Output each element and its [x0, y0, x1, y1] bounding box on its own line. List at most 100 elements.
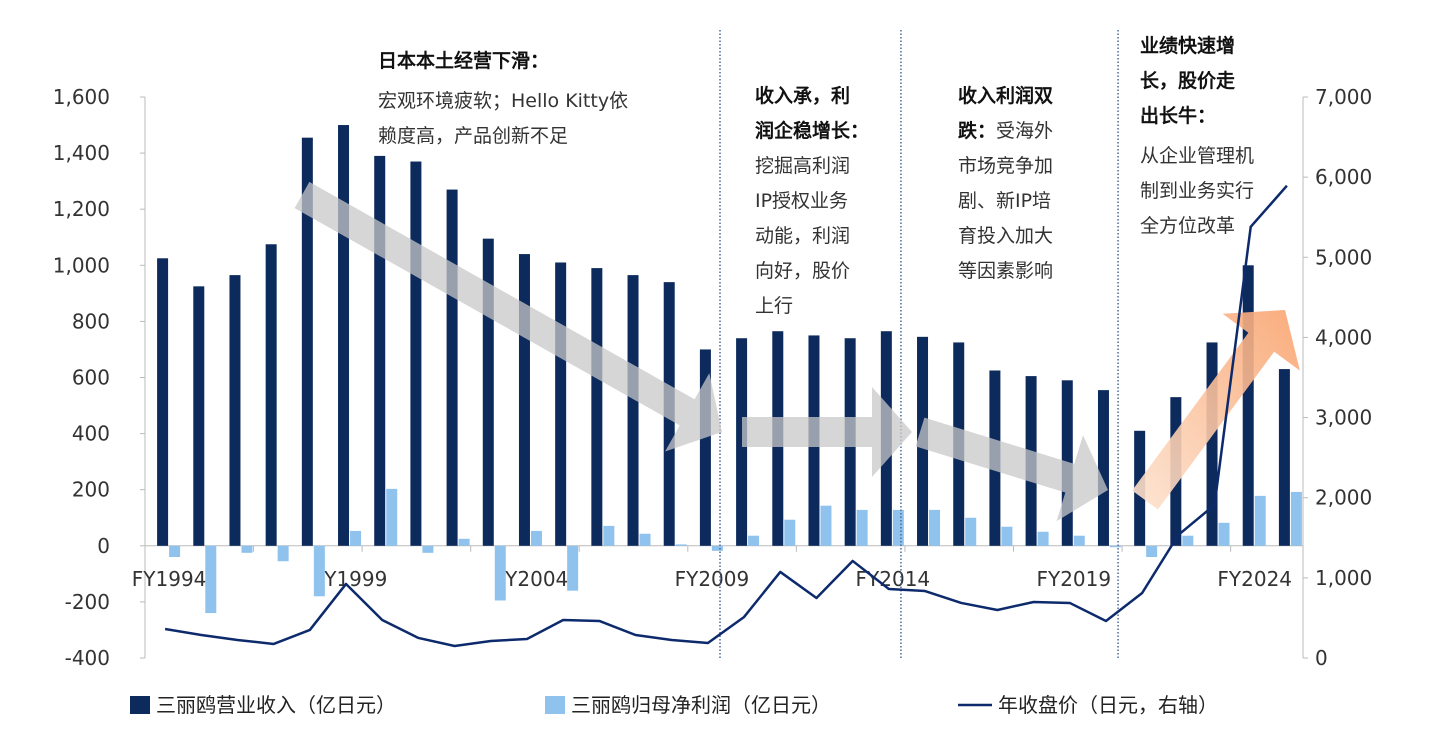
net-profit-bar — [1073, 535, 1085, 546]
price-line — [164, 184, 1288, 648]
annotation-text: 挖掘高利润 — [755, 155, 850, 177]
revenue-bar — [699, 349, 711, 546]
net-profit-bar — [530, 530, 542, 546]
revenue-bar — [1097, 390, 1109, 546]
net-profit-bar — [1290, 491, 1302, 546]
annotation-text: 长，股价走 — [1140, 70, 1235, 92]
revenue-bar — [482, 238, 494, 546]
net-profit-bar — [965, 517, 977, 546]
left-tick-label: 1,400 — [53, 141, 110, 165]
revenue-bar — [1242, 265, 1254, 546]
revenue-bar — [157, 258, 169, 546]
net-profit-bar — [929, 509, 941, 546]
net-profit-bar — [711, 545, 723, 551]
revenue-bar — [410, 161, 422, 546]
net-profit-bar — [1146, 545, 1158, 558]
annotation-text: 向好，股价 — [755, 260, 850, 282]
left-tick-label: -400 — [65, 646, 110, 670]
right-tick-label: 4,000 — [1315, 325, 1372, 349]
revenue-bar — [591, 268, 603, 546]
net-profit-bar — [748, 535, 760, 546]
revenue-bar — [518, 254, 530, 546]
net-profit-bar — [241, 545, 253, 553]
revenue-bar — [1206, 342, 1218, 546]
left-tick-label: -200 — [65, 590, 110, 614]
x-tick-label: FY1994 — [132, 567, 207, 591]
right-tick-label: 2,000 — [1315, 486, 1372, 510]
annotation-text: 收入利润双 — [958, 84, 1053, 107]
net-profit-bar — [567, 545, 579, 591]
annotation-text: 业绩快速增 — [1140, 34, 1235, 57]
revenue-bar — [338, 125, 350, 546]
revenue-bar — [193, 286, 205, 546]
left-tick-label: 1,200 — [53, 197, 110, 221]
legend-label-price: 年收盘价（日元，右轴） — [998, 693, 1218, 717]
x-tick-label: FY2019 — [1036, 567, 1111, 591]
revenue-bar — [1278, 369, 1290, 546]
legend-swatch-net-profit — [545, 696, 565, 714]
x-tick-label: FY2024 — [1217, 567, 1292, 591]
x-tick-label: FY2004 — [494, 567, 569, 591]
right-tick-label: 1,000 — [1315, 566, 1372, 590]
annotation-text: 宏观环境疲软；Hello Kitty依 — [378, 90, 628, 112]
revenue-bar — [627, 275, 639, 546]
annotation-text: 受海外 — [996, 120, 1053, 142]
left-tick-label: 600 — [72, 366, 110, 390]
right-tick-label: 3,000 — [1315, 406, 1372, 430]
annotation-text: 等因素影响 — [958, 260, 1053, 282]
annotation-text: IP授权业务 — [755, 190, 848, 212]
left-tick-label: 200 — [72, 478, 110, 502]
net-profit-bar — [892, 509, 904, 546]
right-tick-label: 6,000 — [1315, 165, 1372, 189]
annotation-text: 上行 — [755, 295, 793, 317]
net-profit-bar — [458, 538, 470, 546]
right-tick-label: 0 — [1315, 646, 1328, 670]
annotation-text: 赖度高，产品创新不足 — [378, 125, 568, 147]
annotation-text: 动能，利润 — [755, 225, 850, 247]
net-profit-bar — [1109, 545, 1121, 548]
growth-trend-arrow — [1132, 310, 1300, 510]
revenue-bar — [736, 338, 748, 546]
decline-trend-arrow — [294, 181, 722, 452]
x-tick-label: FY2014 — [856, 567, 931, 591]
annotation-text: 出长牛： — [1140, 104, 1216, 127]
annotation-text: 收入承，利 — [755, 84, 850, 107]
decline-trend-arrow-2 — [915, 417, 1108, 522]
annotation-text: 育投入加大 — [958, 225, 1053, 247]
net-profit-bar — [1001, 526, 1013, 546]
revenue-bar — [446, 189, 458, 546]
revenue-bar — [265, 244, 277, 546]
net-profit-bar — [675, 544, 687, 546]
left-tick-label: 400 — [72, 422, 110, 446]
net-profit-bar — [1182, 535, 1194, 546]
revenue-bar — [374, 155, 386, 546]
annotation-text: 全方位改革 — [1140, 215, 1235, 237]
legend-label-revenue: 三丽鸥营业收入（亿日元） — [156, 693, 396, 717]
net-profit-bar — [313, 545, 325, 597]
left-tick-label: 800 — [72, 309, 110, 333]
net-profit-bar — [494, 545, 506, 601]
left-tick-label: 1,000 — [53, 253, 110, 277]
annotation-3: 收入利润双跌：受海外市场竞争加剧、新IP培育投入加大等因素影响 — [958, 84, 1053, 282]
annotation-text: 剧、新IP培 — [958, 190, 1051, 212]
net-profit-bar — [350, 530, 362, 546]
annotation-1: 日本本土经营下滑： 宏观环境疲软；Hello Kitty依赖度高，产品创新不足 — [378, 49, 628, 147]
net-profit-bar — [820, 505, 832, 546]
left-tick-label: 1,600 — [53, 85, 110, 109]
net-profit-bar — [639, 533, 651, 546]
revenue-bar — [555, 262, 567, 546]
net-profit-bar — [1218, 522, 1230, 546]
net-profit-bar — [1254, 495, 1266, 546]
net-profit-bar — [603, 525, 615, 546]
x-tick-label: FY2009 — [675, 567, 750, 591]
legend-label-net-profit: 三丽鸥归母净利润（亿日元） — [571, 693, 831, 717]
annotation-text: 市场竞争加 — [958, 155, 1053, 177]
net-profit-bar — [422, 545, 434, 553]
net-profit-bar — [856, 509, 868, 546]
net-profit-bar — [169, 545, 181, 558]
right-tick-label: 7,000 — [1315, 85, 1372, 109]
legend-swatch-revenue — [130, 696, 150, 714]
net-profit-bar — [205, 545, 217, 614]
annotation-text: 跌： — [958, 119, 996, 142]
left-tick-label: 0 — [97, 534, 110, 558]
